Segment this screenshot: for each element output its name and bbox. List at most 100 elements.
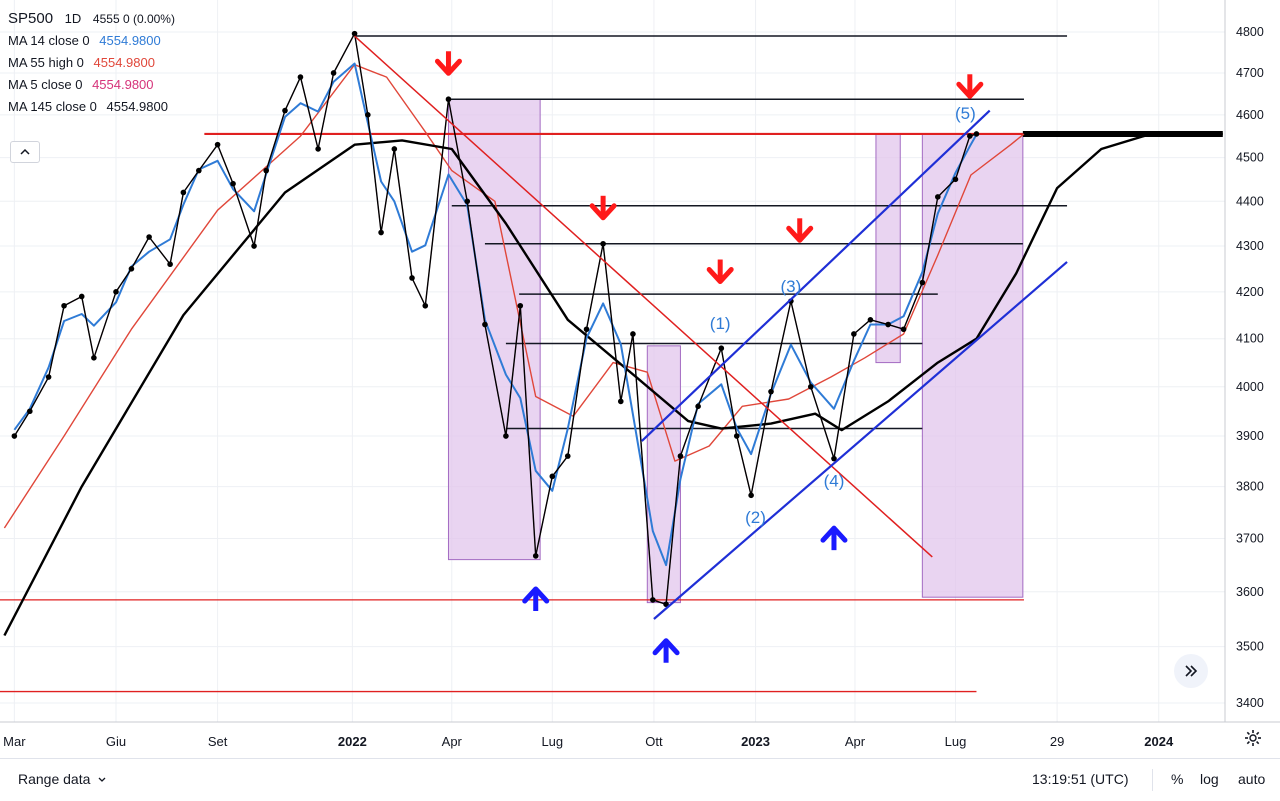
y-tick-label: 4400 [1236,194,1264,208]
legend-ma-row[interactable]: MA 55 high 0 4554.9800 [8,52,175,74]
price-point [214,141,221,148]
wave-label: (5) [955,104,976,123]
price-point [973,131,980,137]
y-tick-label: 3800 [1236,480,1264,494]
y-tick-label: 4700 [1236,66,1264,80]
legend-symbol[interactable]: SP500 [8,10,54,27]
toolbar-divider [1152,769,1153,791]
legend-ma-value: 4554.9800 [99,33,161,48]
bottom-toolbar: Range data 13:19:51 (UTC) % log auto [0,758,1280,801]
price-point [78,293,85,300]
price-point [167,261,173,268]
chart-canvas[interactable]: (1) (2) (3) (4) (5) Mar Giu Set 2022 Apr Lug Ott 20… [0,0,1280,758]
legend-ma-row[interactable]: MA 145 close 0 4554.9800 [8,96,175,118]
price-point [677,453,684,459]
price-point [600,240,606,247]
price-point [11,433,18,439]
wave-label: (4) [824,472,845,491]
price-point [230,180,236,187]
arrow-markers [434,51,984,663]
up-arrow-marker-head [820,525,848,543]
price-point [831,455,837,462]
price-point [867,317,874,323]
legend-ma-row[interactable]: MA 14 close 0 4554.9800 [8,30,175,52]
highlight-box [447,98,541,561]
price-point [695,403,701,410]
price-point [768,388,774,395]
grid-lines [0,0,1225,722]
price-point [733,433,740,439]
chart-settings-button[interactable] [1240,728,1266,754]
price-point [517,302,524,309]
x-tick-label: Lug [945,734,967,749]
legend-quote: 4555 0 (0.00%) [92,12,175,26]
up-arrow-marker-head [652,638,680,656]
range-data-button[interactable]: Range data [18,771,107,787]
price-point [935,194,941,200]
y-tick-label: 4300 [1236,239,1264,253]
log-scale-toggle[interactable]: log [1200,771,1219,787]
price-point [315,146,321,152]
price-point [464,198,471,205]
ma-145-line [3,132,1223,637]
price-point [630,331,636,337]
price-point [365,112,371,118]
price-point [61,302,67,309]
y-tick-label: 4000 [1236,380,1264,394]
price-point [718,345,725,352]
highlight-box [875,133,901,364]
legend-interval[interactable]: 1D [64,11,82,26]
price-point [297,74,304,80]
percent-scale-toggle[interactable]: % [1171,771,1184,787]
x-tick-label: 2024 [1144,734,1174,749]
price-point [251,243,257,249]
utc-clock[interactable]: 13:19:51 (UTC) [1032,771,1129,787]
range-data-label: Range data [18,771,91,787]
price-point [351,30,358,37]
price-point [748,492,754,499]
channel-upper-line [641,109,991,442]
price-point [967,133,973,139]
y-tick-label: 3600 [1236,585,1264,599]
price-point [617,398,624,405]
highlight-box [921,133,1024,598]
price-point [409,275,415,281]
y-tick-label: 4800 [1236,25,1264,39]
legend-ma-row[interactable]: MA 5 close 0 4554.9800 [8,74,175,96]
price-point [27,408,33,415]
price-point [196,167,202,174]
price-point [583,326,590,333]
y-tick-label: 4100 [1236,332,1264,346]
wave-label: (1) [710,314,731,333]
price-point [91,354,97,361]
axes: Mar Giu Set 2022 Apr Lug Ott 2023 Apr Lug 29 2024 48… [0,0,1280,749]
legend-ma-value: 4554.9800 [92,77,154,92]
price-point [128,266,135,272]
price-point [45,374,52,380]
price-point [549,473,556,480]
x-tick-label: 2023 [741,734,770,749]
scroll-to-realtime-button[interactable] [1174,654,1208,688]
down-arrow-marker-head [434,58,462,76]
price-point [952,176,959,183]
price-point [282,107,288,114]
price-point [263,167,270,174]
x-tick-label: Set [208,734,228,749]
double-chevron-right-icon [1185,665,1198,677]
price-line [13,32,977,605]
y-tick-label: 3400 [1236,696,1264,710]
wave-label: (2) [745,508,766,527]
y-tick-label: 3500 [1236,640,1264,654]
auto-scale-toggle[interactable]: auto [1238,771,1266,787]
price-point [503,433,509,439]
price-point [180,189,187,196]
price-point [391,146,398,152]
x-tick-label: Apr [442,734,463,749]
y-tick-label: 4500 [1236,151,1264,165]
chevron-up-icon [20,148,30,155]
price-point [482,321,488,328]
price-point [532,553,539,559]
x-tick-label: Mar [3,734,26,749]
price-point [900,326,907,333]
legend-collapse-button[interactable] [10,141,40,163]
